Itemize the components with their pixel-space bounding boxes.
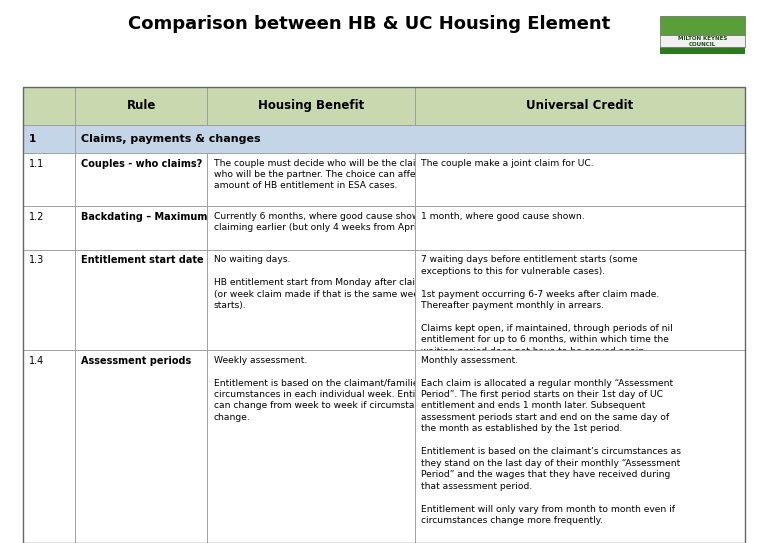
Bar [75,350,207,543]
Bar [660,47,745,54]
Text: The couple must decide who will be the claimant &
who will be the partner. The c: The couple must decide who will be the c… [214,159,449,191]
Bar [660,35,745,47]
Bar [415,350,745,543]
Text: Universal Credit: Universal Credit [526,99,634,112]
Bar [415,250,745,350]
Text: 1: 1 [29,134,36,144]
Bar [207,153,415,206]
Text: No waiting days.

HB entitlement start from Monday after claim made
(or week cla: No waiting days. HB entitlement start fr… [214,255,460,310]
Text: Entitlement start date: Entitlement start date [81,255,204,265]
Bar [207,87,415,125]
Text: The couple make a joint claim for UC.: The couple make a joint claim for UC. [421,159,594,168]
Bar [207,350,415,543]
Text: 1.1: 1.1 [29,159,45,168]
Bar [23,206,75,250]
Text: 7 waiting days before entitlement starts (some
exceptions to this for vulnerable: 7 waiting days before entitlement starts… [421,255,673,356]
Text: 1.3: 1.3 [29,255,45,265]
Text: Assessment periods: Assessment periods [81,356,192,365]
Text: 1 month, where good cause shown.: 1 month, where good cause shown. [421,212,584,221]
Text: Housing Benefit: Housing Benefit [258,99,364,112]
Bar [23,250,75,350]
Bar [23,153,75,206]
Bar [75,206,207,250]
Text: Monthly assessment.

Each claim is allocated a regular monthly “Assessment
Perio: Monthly assessment. Each claim is alloca… [421,356,681,525]
Text: Couples - who claims?: Couples - who claims? [81,159,203,168]
Text: 1.4: 1.4 [29,356,45,365]
Text: Currently 6 months, where good cause shown for not
claiming earlier (but only 4 : Currently 6 months, where good cause sho… [214,212,458,232]
Text: MILTON KEYNES
COUNCIL: MILTON KEYNES COUNCIL [678,36,727,47]
Text: Claims, payments & changes: Claims, payments & changes [81,134,261,144]
Bar [75,87,207,125]
Bar [75,153,207,206]
Bar [23,125,75,153]
Bar [660,16,745,35]
Bar [23,350,75,543]
Bar [415,153,745,206]
Bar [23,87,75,125]
Text: Weekly assessment.

Entitlement is based on the claimant/families
circumstances : Weekly assessment. Entitlement is based … [214,356,451,422]
Bar [75,125,745,153]
Bar [415,87,745,125]
Bar [207,206,415,250]
Bar [207,250,415,350]
Bar [23,87,745,543]
Bar [415,206,745,250]
Text: Backdating – Maximum: Backdating – Maximum [81,212,208,222]
Text: Comparison between HB & UC Housing Element: Comparison between HB & UC Housing Eleme… [127,15,610,34]
Bar [75,250,207,350]
Text: Rule: Rule [127,99,156,112]
Text: 1.2: 1.2 [29,212,45,222]
